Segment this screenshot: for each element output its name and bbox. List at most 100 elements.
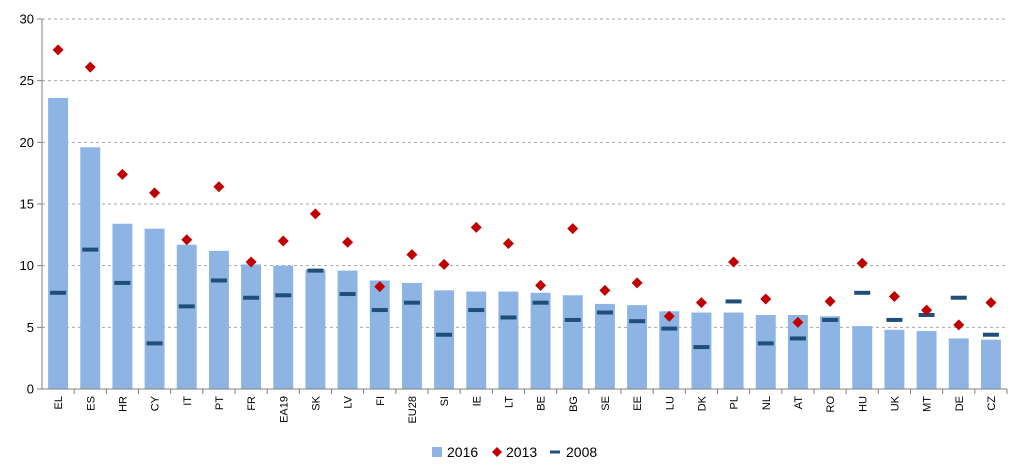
legend-swatch-2008 <box>550 450 560 454</box>
legend-label-2016: 2016 <box>447 444 478 460</box>
bar-2016 <box>241 264 262 389</box>
x-tick-label: IT <box>182 396 194 406</box>
x-tick-label: BG <box>568 396 580 412</box>
bar-2016 <box>562 295 583 389</box>
marker-2013 <box>535 279 547 291</box>
bar-2016 <box>948 338 969 389</box>
x-tick-label: CZ <box>986 396 998 411</box>
bar-2016 <box>787 315 808 389</box>
bar-2016 <box>594 303 615 389</box>
x-tick-label: UK <box>889 395 901 411</box>
marker-2008 <box>982 332 999 337</box>
marker-2008 <box>210 278 227 283</box>
marker-2008 <box>50 290 67 295</box>
marker-2008 <box>596 310 613 315</box>
x-tick-label: IE <box>471 396 483 406</box>
marker-2013 <box>277 235 289 247</box>
bar-2016 <box>80 147 101 389</box>
marker-2008 <box>886 317 903 322</box>
marker-2008 <box>725 299 742 304</box>
bar-2016 <box>305 269 326 389</box>
marker-2008 <box>114 280 131 285</box>
marker-2008 <box>661 326 678 331</box>
marker-2008 <box>757 341 774 346</box>
x-tick-label: EE <box>632 396 644 411</box>
marker-2013 <box>438 258 450 270</box>
marker-2013 <box>695 297 707 309</box>
marker-2008 <box>275 293 292 298</box>
marker-2008 <box>950 295 967 300</box>
bar-2016 <box>820 316 841 389</box>
legend-label-2013: 2013 <box>506 444 537 460</box>
x-tick-label: EU28 <box>407 396 419 424</box>
x-tick-label: SE <box>600 396 612 411</box>
legend-label-2008: 2008 <box>566 444 597 460</box>
bar-2016 <box>884 329 905 389</box>
marker-2013 <box>888 291 900 302</box>
axes <box>37 18 1008 394</box>
x-tick-label: FI <box>375 396 387 406</box>
bar-2016 <box>112 223 133 389</box>
marker-2013 <box>953 319 965 331</box>
bar-2016 <box>273 265 294 389</box>
x-tick-label: AT <box>793 396 805 410</box>
marker-2008 <box>629 319 646 324</box>
y-tick-label: 5 <box>27 320 34 335</box>
bars-2016 <box>48 97 1001 389</box>
marker-2008 <box>371 308 388 313</box>
marker-2008 <box>789 336 806 341</box>
marker-2008 <box>822 317 839 322</box>
bar-2016 <box>434 290 455 389</box>
x-tick-label: SI <box>439 396 451 406</box>
marker-2013 <box>985 297 997 309</box>
x-tick-label: SK <box>310 395 322 410</box>
markers-2008 <box>50 247 999 350</box>
marker-2013 <box>599 284 611 296</box>
marker-2013 <box>921 304 933 316</box>
marker-2013 <box>406 249 418 261</box>
y-tick-label: 25 <box>20 73 34 88</box>
x-tick-label: LU <box>664 396 676 410</box>
x-tick-label: EA19 <box>278 396 290 423</box>
bar-2016 <box>369 280 390 389</box>
marker-2013 <box>149 187 161 199</box>
bar-2016 <box>208 250 229 389</box>
bar-2016 <box>852 326 873 389</box>
marker-2008 <box>500 315 517 320</box>
x-tick-label: PL <box>729 396 741 409</box>
marker-2013 <box>342 236 354 248</box>
marker-2008 <box>564 317 581 322</box>
marker-2013 <box>856 257 868 269</box>
marker-2013 <box>663 310 675 322</box>
y-tick-labels: 0 5 10 15 20 25 30 <box>20 12 34 397</box>
marker-2008 <box>403 300 420 305</box>
marker-2013 <box>245 256 257 268</box>
marker-2013 <box>631 277 643 289</box>
x-tick-label: LV <box>343 395 355 408</box>
bar-2016 <box>916 331 937 389</box>
bar-2016 <box>48 97 69 389</box>
marker-2013 <box>567 223 579 235</box>
x-tick-label: HU <box>857 396 869 412</box>
marker-2008 <box>532 300 549 305</box>
bar-2016 <box>980 339 1001 389</box>
x-tick-label: NL <box>761 396 773 410</box>
marker-2013 <box>470 221 482 233</box>
marker-2013 <box>792 316 804 328</box>
x-tick-label: DK <box>696 395 708 411</box>
marker-2013 <box>181 234 193 246</box>
bar-2016 <box>337 270 358 389</box>
x-tick-label: MT <box>922 396 934 412</box>
marker-2013 <box>213 181 225 193</box>
legend: 2016 2013 2008 <box>432 444 597 460</box>
bar-2016 <box>144 228 165 389</box>
bar-2016 <box>691 312 712 389</box>
marker-2008 <box>854 290 871 295</box>
x-tick-label: ES <box>85 396 97 411</box>
marker-2008 <box>178 304 195 309</box>
marker-2008 <box>82 247 99 252</box>
x-tick-label: LT <box>503 396 515 408</box>
x-tick-label: DE <box>954 396 966 411</box>
marker-2013 <box>309 208 321 220</box>
x-tick-label: EL <box>53 396 65 409</box>
